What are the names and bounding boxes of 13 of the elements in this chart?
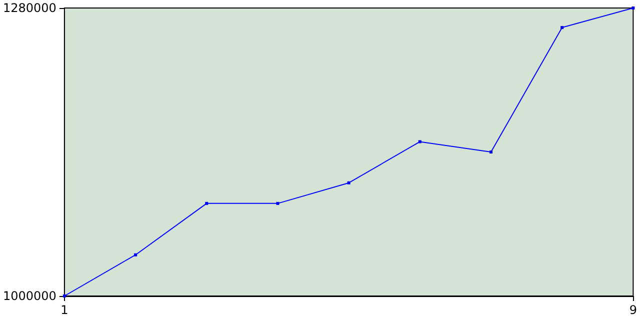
line-series [62,6,635,298]
point [347,181,350,184]
point [62,294,66,298]
point [134,253,138,256]
point [418,140,422,144]
x-tick-label: 9 [629,303,638,317]
x-tick-label: 1 [60,303,68,317]
point [632,6,635,10]
point [276,202,280,205]
y-tick-label: 1280000 [2,1,56,15]
point [560,26,564,30]
point [205,202,208,205]
y-tick-label: 1000000 [2,289,56,303]
